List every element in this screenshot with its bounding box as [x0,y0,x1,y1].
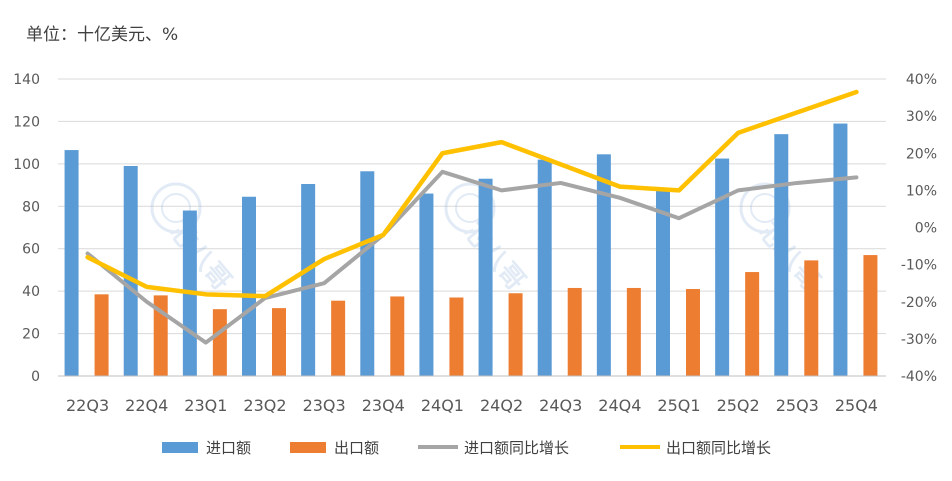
x-tick-label: 24Q2 [480,396,523,415]
bar-export [626,287,641,376]
x-tick-label: 23Q4 [362,396,405,415]
bar-import [596,154,611,376]
legend-swatch [290,442,326,453]
legend-label: 出口额 [334,439,379,457]
legend-label: 进口额同比增长 [464,439,569,457]
legend-label: 出口额同比增长 [666,439,771,457]
axes: 0 20 40 60 80 100 120 140 -40% -30% -20% -10% 0% 10% 2… [13,72,937,415]
y-right-tick-label: -30% [901,332,937,348]
y-right-tick-label: 0% [915,221,937,237]
x-tick-label: 22Q3 [66,396,109,415]
y-right-tick-label: 10% [906,183,937,199]
x-tick-label: 23Q2 [243,396,286,415]
bar-export [804,260,819,376]
legend-swatch [162,442,198,453]
legend-item: 进口额同比增长 [418,439,569,457]
watermark-circle [444,182,496,234]
bar-import [360,171,375,376]
y-right-tick-label: -20% [901,295,937,311]
bar-import [833,123,848,376]
bar-import [656,190,670,376]
x-tick-label: 24Q1 [421,396,464,415]
bar-import [715,158,730,376]
watermark-inner-circle [161,193,191,223]
bar-export [390,296,405,376]
legend-label: 进口额 [206,439,251,457]
x-tick-label: 25Q2 [717,396,760,415]
x-tick-label: 22Q4 [125,396,168,415]
watermark-text: 芯八哥 [458,217,531,296]
bar-import [123,165,138,376]
y-right-tick-label: 30% [906,109,937,125]
y-right-tick-label: -40% [901,369,937,385]
legend-item: 出口额 [290,439,379,457]
bar-import [537,159,552,376]
bar-import [301,184,316,376]
y-left-tick-label: 120 [13,114,40,130]
bar-import [64,150,79,376]
bar-import [478,178,493,376]
bar-export [686,289,700,376]
unit-label: 单位：十亿美元、% [26,25,179,45]
legend: 进口额 出口额 进口额同比增长 出口额同比增长 [162,439,771,457]
y-left-tick-label: 140 [13,72,40,88]
bar-export [745,272,760,376]
x-tick-label: 24Q3 [539,396,582,415]
x-tick-label: 25Q4 [835,396,878,415]
gridlines [58,78,886,335]
line-import-yoy [85,169,859,345]
bar-export [212,309,227,376]
line-series [85,89,859,345]
bar-import [774,134,789,376]
legend-item: 出口额同比增长 [620,439,771,457]
x-tick-label: 25Q3 [776,396,819,415]
y-right-tick-label: 40% [906,72,937,88]
y-right-tick-label: 20% [906,146,937,162]
watermark-circle [739,182,791,234]
y-left-tick-label: 60 [22,242,40,258]
y-right-tick-label: -10% [901,258,937,274]
bar-export [863,255,878,376]
x-tick-label: 23Q3 [303,396,346,415]
line-export-yoy [85,89,859,299]
y-left-tick-label: 0 [31,369,40,385]
x-tick-label: 25Q1 [657,396,700,415]
bar-export [567,287,582,376]
y-left-tick-label: 100 [13,157,40,173]
bar-import [419,193,434,376]
bar-export [449,297,464,376]
x-tick-label: 23Q1 [184,396,227,415]
bar-export [94,294,109,376]
watermark-circle [150,182,202,234]
bar-export [272,308,286,376]
y-left-tick-label: 20 [22,327,40,343]
legend-item: 进口额 [162,439,251,457]
x-tick-label: 24Q4 [598,396,641,415]
bar-export [331,300,346,376]
bar-export [508,293,523,376]
y-left-tick-label: 40 [22,284,40,300]
watermark-text: 芯八哥 [164,217,237,296]
bar-import [242,196,256,376]
y-left-tick-label: 80 [22,199,40,215]
